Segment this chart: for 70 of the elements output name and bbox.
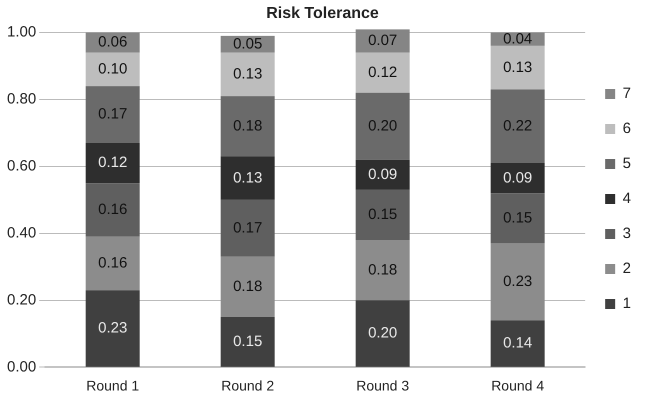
data-label: 0.17 <box>98 106 128 123</box>
bar <box>220 52 275 96</box>
bar <box>220 256 275 317</box>
data-label: 0.13 <box>233 66 262 83</box>
bar <box>490 163 545 194</box>
bar <box>86 86 140 143</box>
legend-label: 3 <box>622 225 631 242</box>
data-label: 0.09 <box>368 166 398 183</box>
data-label: 0.18 <box>233 278 262 296</box>
bar <box>220 96 275 156</box>
legend-label: 2 <box>622 260 631 278</box>
bar <box>86 142 140 184</box>
x-tick-label: Round 4 <box>491 377 544 394</box>
bar <box>490 89 545 164</box>
bar <box>86 236 140 290</box>
data-label: 0.05 <box>233 35 262 52</box>
x-tick-label: Round 2 <box>221 377 274 394</box>
data-label: 0.23 <box>98 320 128 337</box>
data-label: 0.18 <box>233 117 262 134</box>
data-label: 0.17 <box>233 219 262 236</box>
bar <box>86 290 140 367</box>
data-label: 0.07 <box>368 32 398 50</box>
bar <box>490 320 545 367</box>
bar <box>220 317 275 367</box>
y-tick-label: 0.40 <box>6 224 36 242</box>
bar <box>220 200 275 257</box>
y-tick-label: 0.80 <box>6 90 36 108</box>
data-label: 0.15 <box>503 209 532 226</box>
data-label: 0.14 <box>503 334 532 352</box>
legend-label: 7 <box>622 85 631 102</box>
y-tick-label: 1.00 <box>6 24 36 41</box>
bar <box>356 240 410 300</box>
bar <box>356 92 410 160</box>
data-label: 0.13 <box>503 58 532 76</box>
x-tick-label: Round 1 <box>86 377 140 394</box>
y-tick-label: 0.20 <box>6 291 36 308</box>
bar <box>490 193 545 244</box>
data-label: 0.06 <box>98 34 128 51</box>
legend-label: 1 <box>622 295 631 312</box>
data-label: 0.18 <box>368 261 398 278</box>
bar <box>490 46 545 90</box>
bar <box>490 243 545 320</box>
legend-label: 5 <box>622 155 631 172</box>
bar <box>86 52 140 86</box>
data-label: 0.09 <box>503 169 532 186</box>
data-label: 0.15 <box>233 332 262 350</box>
data-label: 0.22 <box>503 117 532 134</box>
data-label: 0.16 <box>98 201 128 218</box>
chart-title: Risk Tolerance <box>266 5 379 22</box>
bar <box>356 160 410 190</box>
data-label: 0.13 <box>233 169 262 186</box>
data-label: 0.12 <box>98 154 128 172</box>
bar <box>356 300 410 367</box>
data-label: 0.12 <box>368 64 398 81</box>
y-tick-label: 0.60 <box>6 158 36 175</box>
data-label: 0.20 <box>368 324 398 342</box>
data-label: 0.16 <box>98 254 128 272</box>
x-tick-label: Round 3 <box>356 377 410 394</box>
data-label: 0.15 <box>368 206 398 224</box>
data-label: 0.20 <box>368 117 398 134</box>
bar <box>220 156 275 200</box>
bar <box>356 52 410 93</box>
data-label: 0.23 <box>503 273 532 290</box>
bar <box>356 190 410 240</box>
data-label: 0.04 <box>503 30 532 48</box>
legend-label: 6 <box>622 120 631 138</box>
y-tick-label: 0.00 <box>6 358 36 376</box>
legend-label: 4 <box>622 190 631 208</box>
bar <box>86 183 140 237</box>
data-label: 0.10 <box>98 60 128 78</box>
